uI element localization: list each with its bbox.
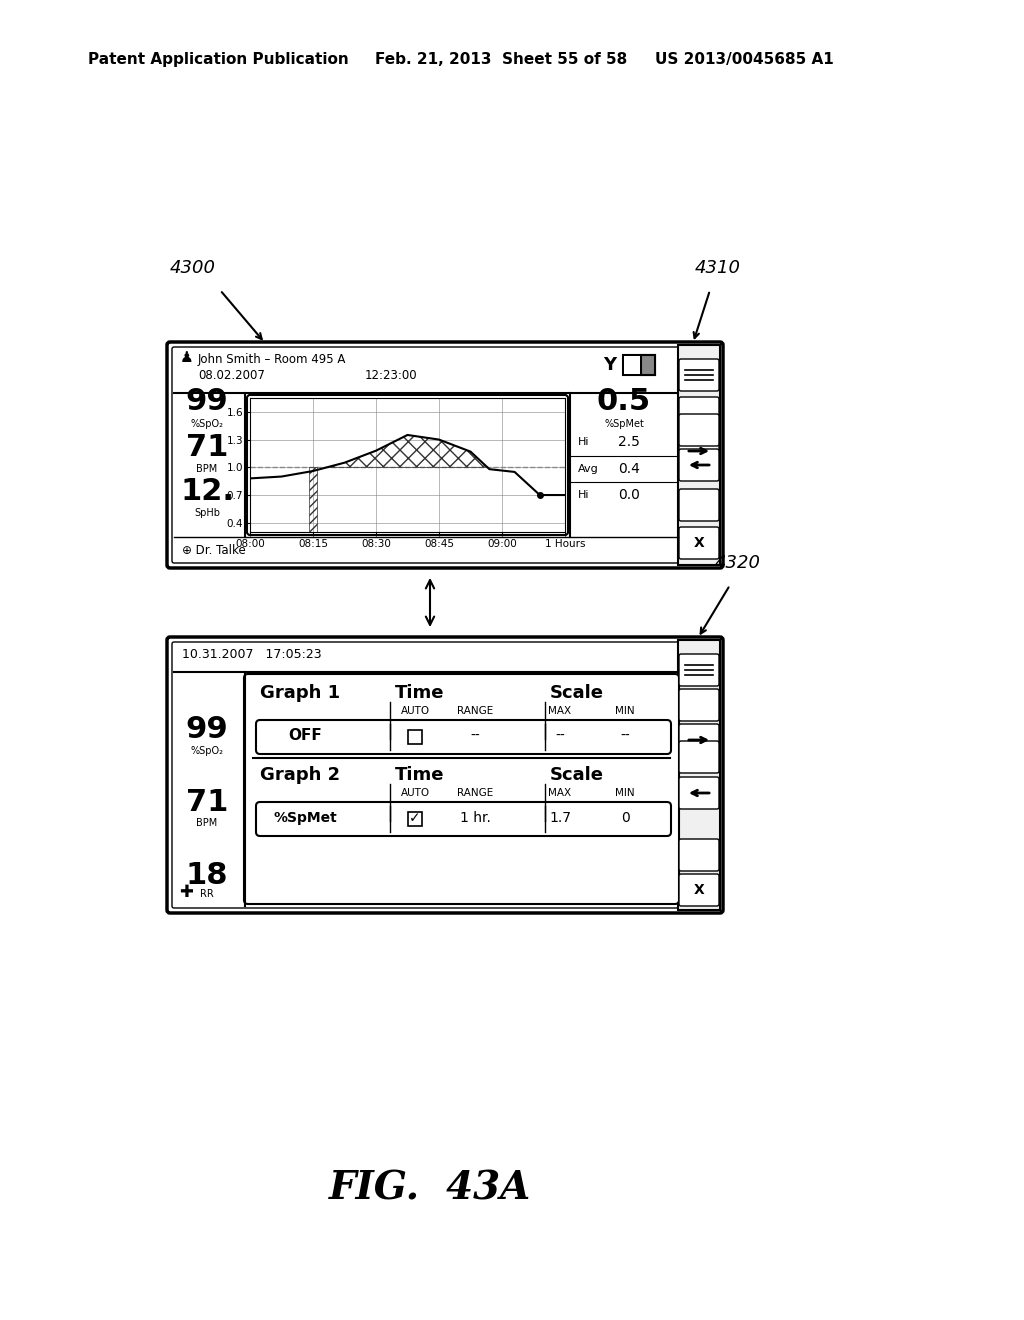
Text: 18: 18 xyxy=(185,861,228,890)
Text: 08.02.2007: 08.02.2007 xyxy=(198,370,265,381)
Text: Y: Y xyxy=(603,356,616,374)
Text: MIN: MIN xyxy=(615,706,635,715)
Text: 12:23:00: 12:23:00 xyxy=(365,370,418,381)
Text: 12.: 12. xyxy=(180,478,234,507)
Text: AUTO: AUTO xyxy=(400,788,429,799)
Text: 71: 71 xyxy=(185,433,228,462)
Text: RR: RR xyxy=(200,888,214,899)
Text: SpHb: SpHb xyxy=(194,508,220,517)
FancyBboxPatch shape xyxy=(167,638,723,913)
FancyBboxPatch shape xyxy=(679,527,719,558)
Text: ⊕ Dr. Talke: ⊕ Dr. Talke xyxy=(182,544,246,557)
Text: Avg: Avg xyxy=(578,465,599,474)
FancyBboxPatch shape xyxy=(679,359,719,391)
Text: 0.0: 0.0 xyxy=(618,488,640,502)
Text: AUTO: AUTO xyxy=(400,706,429,715)
Text: 99: 99 xyxy=(185,388,228,417)
Bar xyxy=(624,356,640,374)
Text: MAX: MAX xyxy=(549,788,571,799)
Text: Graph 1: Graph 1 xyxy=(260,684,340,702)
FancyBboxPatch shape xyxy=(244,675,679,904)
Text: US 2013/0045685 A1: US 2013/0045685 A1 xyxy=(655,51,834,67)
FancyBboxPatch shape xyxy=(172,642,718,908)
Text: 0.5: 0.5 xyxy=(597,388,651,417)
Text: RANGE: RANGE xyxy=(457,788,494,799)
FancyBboxPatch shape xyxy=(679,436,719,467)
Text: BPM: BPM xyxy=(197,465,218,474)
Text: 0.4: 0.4 xyxy=(618,462,640,477)
Bar xyxy=(678,345,720,565)
Text: FIG.  43A: FIG. 43A xyxy=(329,1170,531,1208)
Text: X: X xyxy=(693,536,705,550)
Text: --: -- xyxy=(621,729,630,743)
Bar xyxy=(408,812,422,826)
FancyBboxPatch shape xyxy=(256,719,671,754)
Text: --: -- xyxy=(555,729,565,743)
Text: %SpO₂: %SpO₂ xyxy=(190,746,223,755)
Text: %SpMet: %SpMet xyxy=(604,418,644,429)
Text: Scale: Scale xyxy=(550,766,604,784)
Text: 1 hr.: 1 hr. xyxy=(460,810,490,825)
Bar xyxy=(641,355,655,375)
Text: ✓: ✓ xyxy=(410,810,421,825)
Text: --: -- xyxy=(470,729,480,743)
FancyBboxPatch shape xyxy=(679,397,719,429)
FancyBboxPatch shape xyxy=(679,741,719,774)
Text: 10.31.2007   17:05:23: 10.31.2007 17:05:23 xyxy=(182,648,322,660)
FancyBboxPatch shape xyxy=(679,723,719,756)
Text: Graph 2: Graph 2 xyxy=(260,766,340,784)
Text: ✚: ✚ xyxy=(179,883,193,902)
Text: Time: Time xyxy=(395,684,444,702)
Text: Hi: Hi xyxy=(578,437,590,447)
FancyBboxPatch shape xyxy=(167,342,723,568)
Text: 4310: 4310 xyxy=(695,259,741,277)
Text: John Smith – Room 495 A: John Smith – Room 495 A xyxy=(198,352,346,366)
FancyBboxPatch shape xyxy=(256,803,671,836)
Text: 71: 71 xyxy=(185,788,228,817)
FancyBboxPatch shape xyxy=(679,840,719,871)
FancyBboxPatch shape xyxy=(679,488,719,521)
Text: BPM: BPM xyxy=(197,818,218,829)
Text: Hi: Hi xyxy=(578,490,590,500)
FancyBboxPatch shape xyxy=(679,874,719,906)
Text: MIN: MIN xyxy=(615,788,635,799)
Text: Time: Time xyxy=(395,766,444,784)
Text: Scale: Scale xyxy=(550,684,604,702)
FancyBboxPatch shape xyxy=(679,414,719,446)
Text: RANGE: RANGE xyxy=(457,706,494,715)
FancyBboxPatch shape xyxy=(679,449,719,480)
Text: 1.7: 1.7 xyxy=(549,810,571,825)
Bar xyxy=(408,730,422,744)
Bar xyxy=(623,355,655,375)
Text: Patent Application Publication: Patent Application Publication xyxy=(88,51,349,67)
Text: 99: 99 xyxy=(185,715,228,744)
Text: MAX: MAX xyxy=(549,706,571,715)
Text: 4300: 4300 xyxy=(170,259,216,277)
Text: X: X xyxy=(693,883,705,898)
Text: 4320: 4320 xyxy=(715,554,761,572)
FancyBboxPatch shape xyxy=(172,347,718,564)
Text: %SpMet: %SpMet xyxy=(273,810,337,825)
FancyBboxPatch shape xyxy=(679,653,719,686)
FancyBboxPatch shape xyxy=(247,395,568,535)
Text: 2.5: 2.5 xyxy=(618,436,640,449)
Text: Feb. 21, 2013  Sheet 55 of 58: Feb. 21, 2013 Sheet 55 of 58 xyxy=(375,51,628,67)
Text: ♟: ♟ xyxy=(180,350,194,364)
Text: 0: 0 xyxy=(621,810,630,825)
FancyBboxPatch shape xyxy=(679,777,719,809)
Text: %SpO₂: %SpO₂ xyxy=(190,418,223,429)
FancyBboxPatch shape xyxy=(679,689,719,721)
Bar xyxy=(678,640,720,909)
Text: OFF: OFF xyxy=(288,729,322,743)
